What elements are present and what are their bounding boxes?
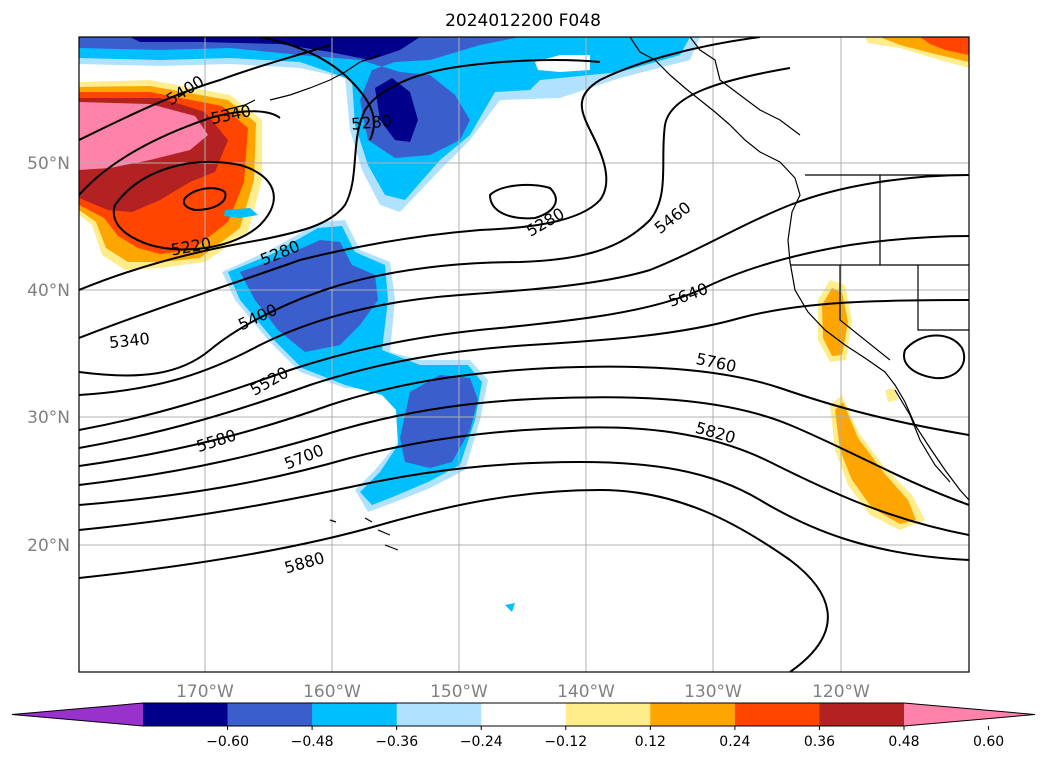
colorbar-segment [481,703,567,726]
contour-label: 5280 [350,111,392,133]
colorbar-segment [565,703,651,726]
coastlines [224,37,969,551]
map-frame [78,36,970,673]
lat-label: 20°N [27,536,70,556]
colorbar-tick-label: −0.36 [375,734,418,750]
anomaly-negative-north [375,78,418,142]
lon-label: 150°W [430,682,488,702]
colorbar-segment [143,703,229,726]
anomaly-negative-central [224,208,258,218]
colorbar-tick-label: −0.48 [291,734,334,750]
colorbar-segment [734,703,820,726]
colorbar-tick-label: 0.12 [635,734,666,750]
anomaly-positive-east [885,388,898,402]
map-area: 5400 5340 5280 5220 5280 5280 5460 5340 … [79,37,969,672]
lon-label: 170°W [176,682,234,702]
lat-label: 30°N [27,408,70,428]
colorbar-tick-label: 0.48 [888,734,919,750]
lon-label: 130°W [684,682,742,702]
colorbar-tick-label: 0.24 [719,734,750,750]
anomaly-positive-ne [920,37,969,55]
contour-label: 5340 [108,329,150,352]
lon-label: 140°W [557,682,615,702]
colorbar-extend-low [12,703,143,726]
graticule [79,37,969,672]
lat-label: 50°N [27,154,70,174]
colorbar-segment [312,703,398,726]
lat-label: 40°N [27,281,70,301]
height-contours [79,37,969,672]
colorbar-segment [396,703,482,726]
lon-label: 120°W [812,682,870,702]
colorbar-ticks: −0.60 −0.48 −0.36 −0.24 −0.12 0.12 0.24 0.36 0.4… [206,726,1004,750]
colorbar-tick-label: −0.12 [544,734,587,750]
colorbar-tick-label: 0.60 [973,734,1004,750]
latitude-labels: 50°N 40°N 30°N 20°N [27,154,70,556]
colorbar-tick-label: −0.60 [206,734,249,750]
anomaly-positive-west [79,102,208,170]
map-title: 2024012200 F048 [445,11,601,31]
colorbar [11,702,1036,727]
colorbar-segment [819,703,905,726]
lon-label: 160°W [303,682,361,702]
colorbar-extend-high [904,703,1035,726]
longitude-labels: 170°W 160°W 150°W 140°W 130°W 120°W [176,682,870,702]
colorbar-tick-label: −0.24 [460,734,503,750]
colorbar-segment [227,703,313,726]
colorbar-outline [11,702,1036,727]
colorbar-segment [650,703,736,726]
anomaly-negative-central [505,603,515,612]
anomaly-positive-east [835,402,916,524]
anomaly-negative-north [130,37,420,60]
colorbar-tick-label: 0.36 [804,734,835,750]
